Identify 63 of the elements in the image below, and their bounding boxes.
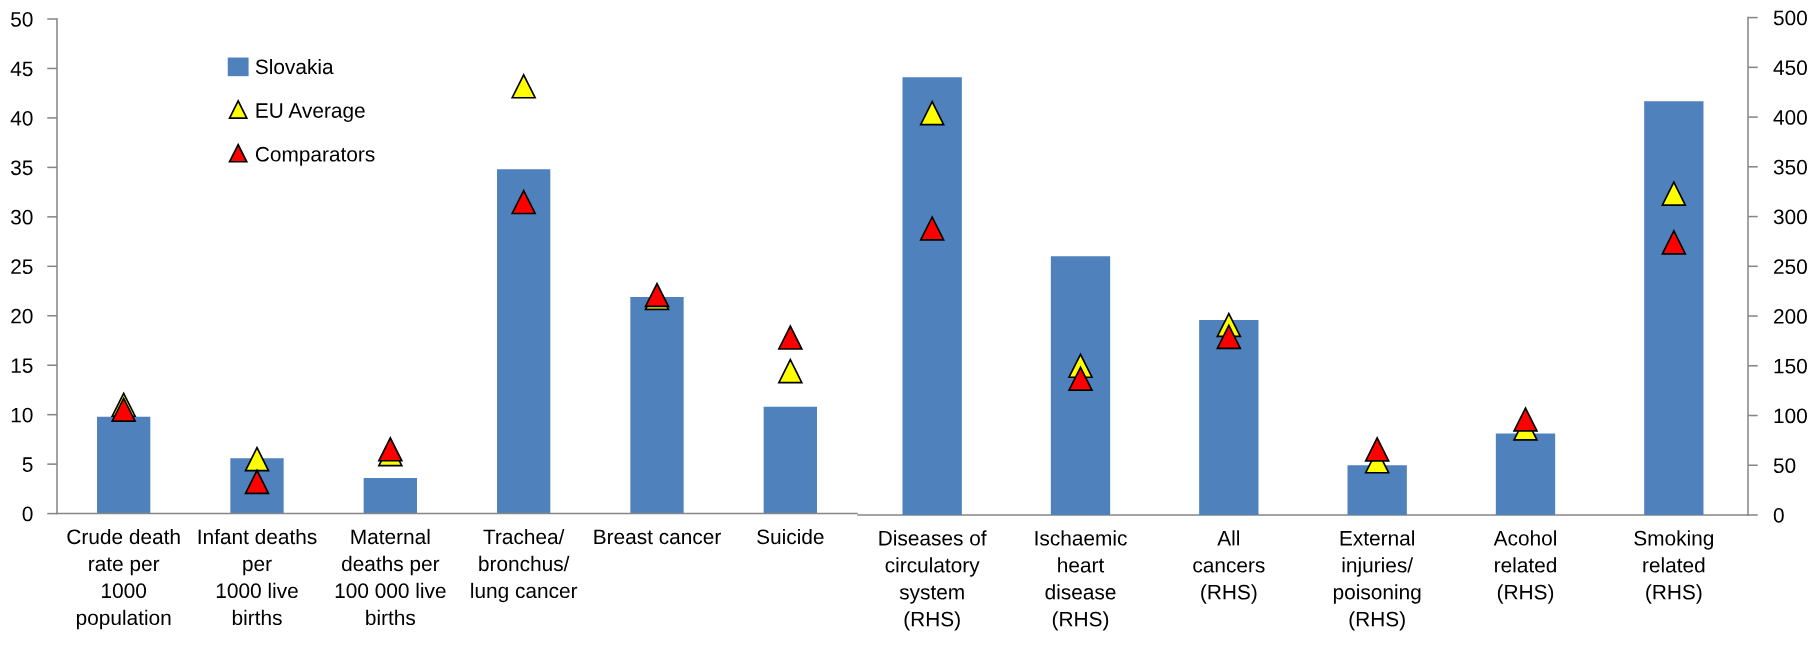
y-tick-label: 10 [11, 407, 33, 423]
point [378, 437, 403, 462]
x-tick-label: Breast cancer [594, 529, 721, 545]
point [1216, 324, 1242, 350]
point [244, 446, 270, 472]
bar [1199, 320, 1259, 515]
bar [1347, 465, 1407, 515]
bar [497, 169, 551, 514]
x-tick-label: Suicide [757, 528, 824, 545]
point [511, 73, 536, 99]
bar [1644, 101, 1704, 515]
y-tick-label: 35 [11, 160, 33, 176]
y2-tick-label: 500 [1773, 10, 1807, 26]
y2-tick-label: 300 [1773, 209, 1807, 225]
point [919, 100, 945, 126]
point [1661, 181, 1687, 206]
bar [630, 296, 684, 514]
bar [97, 416, 151, 514]
y2-tick-label: 50 [1773, 458, 1796, 474]
point [1513, 407, 1538, 432]
x-tick-label: All cancers (RHS) [1193, 530, 1265, 604]
y-tick-label: 15 [11, 358, 33, 373]
y2-tick-label: 100 [1774, 408, 1807, 424]
bar [1495, 433, 1556, 515]
x-tick-label: Diseases of circulatory system (RHS) [879, 530, 987, 631]
legend-label: EU Average [256, 103, 365, 123]
point [1661, 230, 1687, 255]
point [778, 358, 803, 384]
y2-tick-label: 450 [1773, 60, 1807, 76]
bar [363, 477, 417, 514]
point [778, 325, 803, 350]
y-tick-label: 45 [10, 61, 33, 77]
point [1364, 437, 1390, 462]
y-tick-label: 50 [11, 12, 33, 27]
y-tick-label: 5 [22, 457, 33, 472]
bar [763, 406, 817, 514]
bar [902, 77, 962, 515]
x-tick-label: Infant deaths per 1000 live births [198, 528, 317, 626]
point [111, 397, 136, 423]
y2-tick-label: 200 [1774, 309, 1807, 324]
x-tick-label: Trachea/ bronchus/ lung cancer [471, 528, 578, 603]
point [1068, 366, 1093, 392]
x-tick-label: Crude death rate per 1000 population [67, 528, 180, 630]
point [511, 189, 536, 215]
y-tick-label: 0 [22, 506, 33, 522]
x-tick-label: External injuries/ poisoning (RHS) [1333, 530, 1421, 631]
legend-label: Comparators [255, 146, 375, 166]
bar [1050, 256, 1111, 515]
point [919, 216, 945, 241]
y2-tick-label: 0 [1773, 508, 1784, 523]
x-tick-label: Smoking related (RHS) [1634, 530, 1714, 604]
x-tick-label: Maternal deaths per 100 000 live births [335, 528, 446, 626]
legend-label: Slovakia [255, 58, 334, 75]
y2-tick-label: 350 [1773, 159, 1807, 175]
y-tick-label: 30 [11, 209, 33, 225]
y2-tick-label: 400 [1773, 110, 1807, 125]
y-tick-label: 20 [11, 308, 33, 324]
x-tick-label: Acohol related (RHS) [1493, 530, 1557, 604]
y-tick-label: 25 [11, 259, 33, 275]
x-tick-label: Ischaemic heart disease (RHS) [1035, 530, 1127, 631]
y2-tick-label: 150 [1774, 358, 1807, 374]
y-tick-label: 40 [10, 110, 33, 126]
y2-tick-label: 250 [1774, 259, 1807, 275]
